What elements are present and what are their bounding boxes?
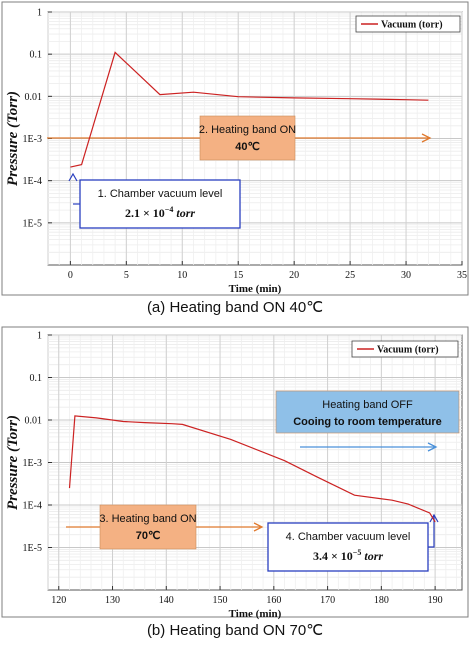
annotation-box-heating-on [199, 115, 296, 161]
annotation-line1: 1. Chamber vacuum level [98, 188, 223, 200]
annotation-line1: Heating band OFF [322, 399, 413, 411]
x-tick-label: 20 [289, 270, 299, 281]
annotation-line1: 4. Chamber vacuum level [286, 531, 411, 543]
series-line-vacuum [70, 51, 429, 168]
annotation-arrowhead [427, 442, 438, 452]
annotation-box-chamber-vacuum [267, 522, 429, 572]
legend-label: Vacuum (torr) [377, 345, 439, 356]
y-tick-label: 1E-4 [23, 501, 42, 512]
y-axis-title: Pressure (Torr) [5, 415, 21, 510]
x-tick-label: 25 [345, 270, 355, 281]
y-tick-label: 1E-5 [23, 218, 42, 229]
y-tick-label: 1E-3 [23, 134, 42, 145]
chart-panel-b: 1E-5 1E-4 1E-3 0.01 0.1 1 120 130 140 150 160 170 18… [0, 325, 470, 645]
x-tick-label: 35 [457, 270, 467, 281]
x-tick-label: 0 [68, 270, 73, 281]
legend-label: Vacuum (torr) [381, 20, 443, 31]
x-tick-label: 10 [177, 270, 187, 281]
chart-outer-frame [1, 1, 469, 296]
math-exponent: −5 [353, 548, 362, 557]
x-tick-label: 150 [213, 595, 228, 606]
y-tick-label: 1E-4 [23, 176, 42, 187]
y-tick-label: 1E-3 [23, 458, 42, 469]
annotation-bracket-arrowhead [68, 172, 78, 182]
legend-box [351, 340, 459, 358]
chart-a-caption: (a) Heating band ON 40℃ [146, 299, 324, 316]
annotation-arrowhead [253, 522, 264, 532]
x-tick-label: 190 [428, 595, 443, 606]
annotation-arrowhead [421, 133, 432, 143]
annotation-bracket-line [428, 515, 435, 548]
chart-b-caption: (b) Heating band ON 70℃ [146, 622, 324, 639]
x-tick-label: 160 [266, 595, 281, 606]
legend-box [355, 15, 461, 33]
math-exponent: −4 [165, 205, 174, 214]
annotation-bracket-arrowhead [429, 513, 439, 523]
annotation-box-chamber-vacuum [79, 179, 241, 229]
y-tick-label: 1E-5 [23, 543, 42, 554]
x-tick-label: 30 [401, 270, 411, 281]
math-mantissa: 3.4 × 10 [313, 549, 353, 563]
math-unit: torr [173, 206, 195, 220]
math-unit: torr [361, 549, 383, 563]
chart-b-svg: 1E-5 1E-4 1E-3 0.01 0.1 1 120 130 140 150 160 170 18… [1, 326, 469, 620]
annotation-math: 3.4 × 10−5 torr [313, 548, 383, 563]
chart-panel-a: 1E-5 1E-4 1E-3 0.01 0.1 1 0 5 10 15 20 25 30 35 Time (… [1, 1, 469, 316]
x-tick-label: 170 [320, 595, 335, 606]
y-tick-label: 1 [37, 8, 42, 19]
annotation-line1: 3. Heating band ON [99, 513, 196, 525]
y-tick-label: 0.1 [30, 50, 43, 61]
x-tick-label: 120 [51, 595, 66, 606]
math-mantissa: 2.1 × 10 [125, 206, 165, 220]
annotation-box-heating-on [99, 504, 197, 550]
y-tick-label: 0.01 [25, 416, 43, 427]
x-tick-label: 15 [233, 270, 243, 281]
x-axis-title: Time (min) [229, 608, 282, 620]
chart-outer-frame [1, 326, 469, 618]
annotation-line1: 2. Heating band ON [199, 124, 296, 136]
x-tick-label: 5 [124, 270, 129, 281]
y-axis-title: Pressure (Torr) [5, 91, 21, 186]
y-tick-label: 0.1 [30, 373, 43, 384]
annotation-line2: 70℃ [136, 530, 161, 542]
x-tick-label: 140 [159, 595, 174, 606]
annotation-box-heating-off [275, 390, 460, 434]
annotation-math: 2.1 × 10−4 torr [125, 205, 195, 220]
annotation-line2: Cooing to room temperature [293, 416, 442, 428]
y-tick-label: 0.01 [25, 92, 43, 103]
x-axis-title: Time (min) [229, 283, 282, 295]
x-tick-label: 130 [105, 595, 120, 606]
x-tick-label: 180 [374, 595, 389, 606]
annotation-line2: 40℃ [235, 141, 260, 153]
y-tick-label: 1 [37, 331, 42, 342]
